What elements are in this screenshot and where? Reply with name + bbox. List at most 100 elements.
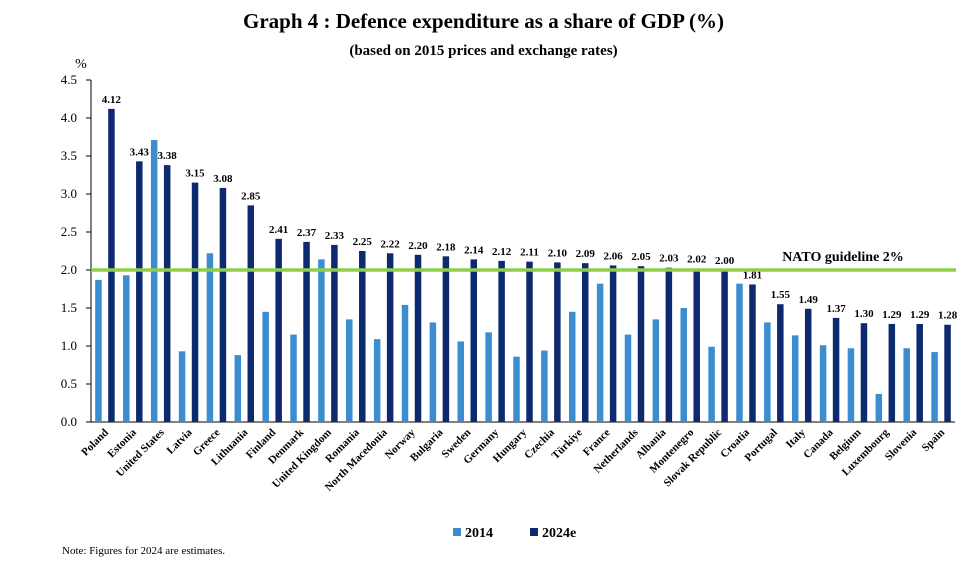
data-label: 2.37 [297, 227, 317, 239]
legend-swatch-2024e [530, 528, 538, 536]
bar-2014 [903, 348, 910, 422]
data-label: 2.03 [659, 253, 679, 265]
data-label: 2.18 [436, 241, 456, 253]
bar-2014 [290, 334, 297, 422]
y-tick-label: 1.0 [61, 338, 77, 353]
bar-2014 [680, 308, 687, 422]
data-label: 1.55 [771, 289, 791, 301]
data-label: 2.10 [548, 247, 568, 259]
bar-2024e [693, 268, 700, 422]
bar-2014 [318, 259, 325, 422]
data-label: 3.43 [130, 146, 150, 158]
data-label: 1.49 [799, 294, 819, 306]
y-tick-label: 1.5 [61, 300, 77, 315]
bar-2024e [219, 187, 227, 422]
data-label: 1.29 [882, 309, 902, 321]
footnote: Note: Figures for 2024 are estimates. [62, 545, 226, 557]
data-label: 2.22 [381, 238, 401, 250]
bar-2014 [513, 356, 520, 422]
category-label: Türkiye [550, 427, 585, 462]
legend-label-2014: 2014 [465, 526, 493, 541]
bar-2014 [541, 350, 548, 422]
bar-2024e [470, 259, 478, 422]
bar-2024e [498, 260, 505, 422]
bar-2014 [791, 335, 799, 422]
bar-2014 [123, 275, 130, 422]
data-label: 2.02 [687, 253, 707, 265]
bar-2014 [596, 283, 604, 422]
bar-2024e [804, 308, 812, 422]
data-label: 3.08 [213, 173, 233, 185]
bar-2024e [303, 241, 310, 422]
bar-2014 [95, 279, 102, 422]
bar-2024e [777, 304, 784, 422]
bar-2024e [749, 284, 756, 422]
y-tick-label: 2.5 [61, 224, 77, 239]
bar-2024e [581, 263, 589, 422]
bar-2014 [485, 332, 492, 422]
bar-2024e [888, 323, 896, 422]
bar-2014 [150, 140, 158, 423]
y-axis-label: % [75, 57, 87, 72]
bar-2024e [247, 205, 255, 422]
bar-2014 [568, 311, 576, 422]
category-label: Latvia [165, 426, 195, 456]
data-label: 2.85 [241, 190, 261, 202]
bar-2014 [875, 393, 883, 422]
data-label: 2.06 [603, 250, 623, 262]
bar-2014 [373, 339, 381, 422]
data-label: 2.09 [576, 248, 596, 260]
data-label: 2.14 [464, 244, 484, 256]
y-tick-label: 0.5 [61, 376, 77, 391]
bar-2024e [721, 270, 728, 422]
bar-2024e [609, 265, 617, 422]
bar-2024e [386, 253, 394, 422]
bar-2024e [944, 324, 951, 422]
bar-2014 [401, 304, 409, 422]
data-label: 2.11 [520, 247, 539, 259]
bar-2014 [708, 346, 715, 422]
data-label: 2.00 [715, 255, 735, 267]
data-label: 2.12 [492, 246, 512, 258]
data-label: 1.81 [743, 269, 762, 281]
legend-label-2024e: 2024e [542, 526, 576, 541]
bar-2024e [442, 256, 450, 422]
bar-2014 [847, 348, 855, 422]
data-label: 2.33 [325, 230, 345, 242]
bar-2014 [931, 352, 938, 422]
data-label: 3.38 [158, 150, 178, 162]
chart-title: Graph 4 : Defence expenditure as a share… [242, 9, 724, 33]
category-label: Slovenia [883, 426, 920, 463]
y-tick-label: 0.0 [61, 414, 77, 429]
bar-2024e [359, 251, 366, 422]
data-label: 3.15 [185, 168, 205, 180]
chart-subtitle: (based on 2015 prices and exchange rates… [349, 43, 618, 59]
bar-2014 [736, 283, 743, 422]
bar-2024e [163, 165, 171, 422]
data-label: 1.29 [910, 309, 930, 321]
bar-2024e [832, 317, 840, 422]
bar-2014 [346, 319, 353, 422]
bar-2024e [637, 266, 645, 422]
bar-2024e [665, 267, 673, 422]
bar-2024e [108, 108, 115, 422]
bar-2024e [526, 261, 533, 422]
y-tick-label: 3.5 [61, 148, 77, 163]
category-label: Spain [920, 427, 948, 455]
data-label: 2.41 [269, 224, 288, 236]
bar-2014 [652, 319, 660, 422]
bar-2014 [764, 322, 771, 422]
bar-2014 [819, 345, 827, 422]
data-label: 2.25 [353, 236, 373, 248]
bar-2024e [554, 262, 561, 422]
bar-2014 [429, 322, 437, 422]
y-tick-label: 2.0 [61, 262, 77, 277]
legend-swatch-2014 [453, 528, 461, 536]
bar-2024e [331, 244, 338, 422]
data-label: 2.20 [408, 240, 428, 252]
bar-2014 [457, 341, 465, 422]
bar-2024e [275, 238, 282, 422]
bar-2024e [414, 254, 422, 422]
data-label: 4.12 [102, 94, 122, 106]
